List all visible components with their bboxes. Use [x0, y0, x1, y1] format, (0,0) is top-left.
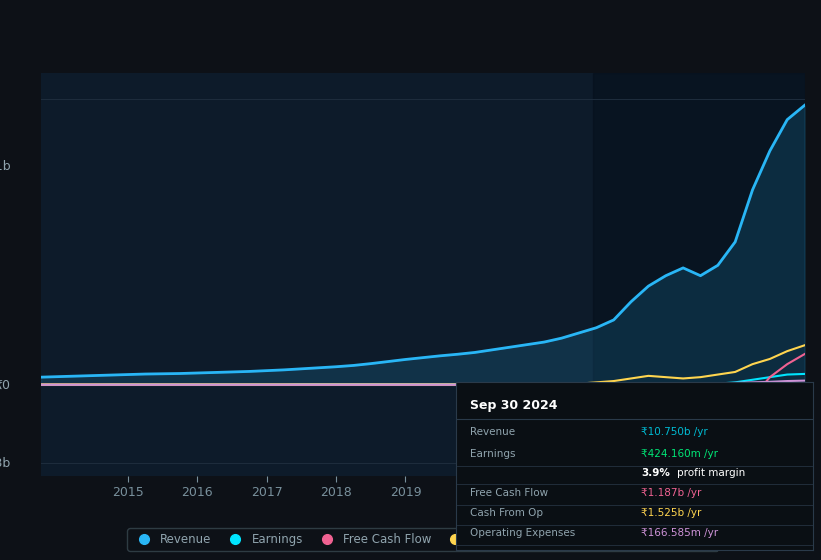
Text: Revenue: Revenue	[470, 427, 515, 437]
Text: ₹10.750b /yr: ₹10.750b /yr	[641, 427, 709, 437]
Text: -₹3b: -₹3b	[0, 456, 11, 469]
Text: ₹424.160m /yr: ₹424.160m /yr	[641, 449, 718, 459]
Bar	[593, 73, 805, 476]
Text: ₹166.585m /yr: ₹166.585m /yr	[641, 528, 718, 538]
Text: ₹1.187b /yr: ₹1.187b /yr	[641, 488, 702, 498]
Text: profit margin: profit margin	[677, 468, 745, 478]
Text: 3.9%: 3.9%	[641, 468, 670, 478]
Text: Free Cash Flow: Free Cash Flow	[470, 488, 548, 498]
Text: Earnings: Earnings	[470, 449, 516, 459]
Text: Sep 30 2024: Sep 30 2024	[470, 399, 557, 412]
Legend: Revenue, Earnings, Free Cash Flow, Cash From Op, Operating Expenses: Revenue, Earnings, Free Cash Flow, Cash …	[127, 528, 718, 550]
Text: Operating Expenses: Operating Expenses	[470, 528, 576, 538]
Text: Cash From Op: Cash From Op	[470, 508, 543, 518]
Text: ₹1.525b /yr: ₹1.525b /yr	[641, 508, 702, 518]
Text: ₹11b: ₹11b	[0, 160, 11, 172]
Text: ₹0: ₹0	[0, 379, 11, 391]
